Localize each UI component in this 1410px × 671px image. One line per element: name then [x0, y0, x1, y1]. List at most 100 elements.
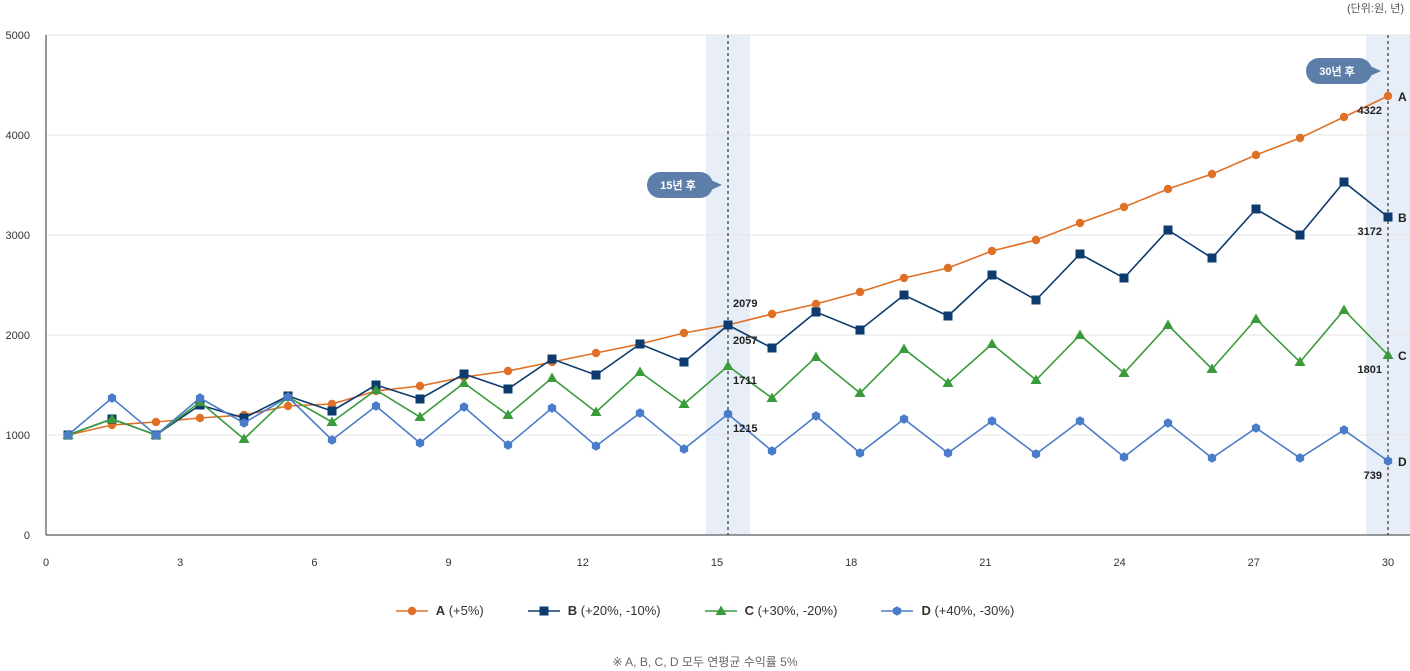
- data-point: [1338, 304, 1350, 314]
- data-point: [634, 366, 646, 376]
- value-labels: A B C D 2079 2057 1711 1215 4322 3172 1801 739: [733, 90, 1407, 482]
- legend-swatch: [704, 605, 737, 615]
- data-point: [503, 384, 513, 394]
- data-point: [1251, 150, 1261, 160]
- data-point: [811, 411, 821, 421]
- data-point: [1207, 253, 1217, 263]
- data-point: [986, 338, 998, 348]
- data-point: [151, 430, 161, 440]
- data-point: [723, 409, 733, 419]
- data-point: [1383, 91, 1393, 101]
- data-point: [502, 409, 514, 419]
- legend-label: C (+30%, -20%): [745, 603, 838, 618]
- data-point: [854, 387, 866, 397]
- data-point: [547, 403, 557, 413]
- value-label: 1215: [733, 423, 757, 435]
- data-point: [987, 270, 997, 280]
- legend-series-desc: (+30%, -20%): [753, 603, 838, 618]
- data-point: [503, 440, 513, 450]
- data-point: [1075, 249, 1085, 259]
- legend-label: B (+20%, -10%): [568, 603, 661, 618]
- value-label: 1711: [733, 375, 757, 387]
- data-point: [459, 402, 469, 412]
- data-point: [635, 408, 645, 418]
- data-point: [459, 369, 469, 379]
- x-tick-label: 9: [446, 557, 452, 569]
- data-point: [1031, 235, 1041, 245]
- data-point: [893, 605, 902, 616]
- unit-label: (단위:원, 년): [1347, 3, 1404, 15]
- data-point: [766, 392, 778, 402]
- data-point: [1075, 218, 1085, 228]
- data-point: [1339, 177, 1349, 187]
- legend-series-desc: (+40%, -30%): [930, 603, 1015, 618]
- data-point: [943, 448, 953, 458]
- x-tick-label: 3: [177, 557, 183, 569]
- data-point: [899, 414, 909, 424]
- data-point: [722, 360, 734, 370]
- x-tick-label: 6: [311, 557, 317, 569]
- data-point: [370, 384, 382, 394]
- data-point: [899, 290, 909, 300]
- data-point: [1031, 295, 1041, 305]
- legend-series-name: C: [744, 603, 754, 618]
- data-point: [106, 413, 118, 423]
- legend-series-desc: (+5%): [445, 603, 484, 618]
- value-label: 2057: [733, 335, 757, 347]
- data-point: [898, 343, 910, 353]
- bubble-text: 30년 후: [1319, 64, 1355, 78]
- data-point: [1383, 456, 1393, 466]
- data-point: [679, 357, 689, 367]
- data-point: [1251, 423, 1261, 433]
- data-point: [1294, 356, 1306, 366]
- bubble-pointer: [1370, 66, 1381, 76]
- data-point: [855, 325, 865, 335]
- data-point: [855, 448, 865, 458]
- footnote: ※ A, B, C, D 모두 연평균 수익률 5%: [612, 655, 798, 669]
- x-tick-label: 21: [979, 557, 991, 569]
- x-tick-label: 15: [711, 557, 723, 569]
- data-point: [811, 299, 821, 309]
- data-point: [1206, 363, 1218, 373]
- data-point: [591, 441, 601, 451]
- legend-series-name: B: [567, 603, 578, 618]
- data-point: [899, 273, 909, 283]
- data-point: [1295, 230, 1305, 240]
- data-point: [283, 401, 293, 411]
- data-point: [1119, 452, 1129, 462]
- data-point: [1383, 212, 1393, 222]
- y-tick-label: 3000: [6, 230, 30, 242]
- data-point: [1119, 202, 1129, 212]
- series-lines: [62, 91, 1394, 466]
- data-point: [1162, 319, 1174, 329]
- data-point: [942, 377, 954, 387]
- data-point: [371, 401, 381, 411]
- data-point: [239, 413, 249, 423]
- data-point: [1295, 133, 1305, 143]
- data-point: [591, 370, 601, 380]
- data-point: [414, 411, 426, 421]
- legend-item-D: D (+40%, -30%): [881, 603, 1014, 618]
- data-point: [1030, 374, 1042, 384]
- data-point: [546, 372, 558, 382]
- data-point: [1207, 169, 1217, 179]
- legend-item-C: C (+30%, -20%): [704, 603, 838, 618]
- legend-series-desc: (+20%, -10%): [577, 603, 661, 618]
- y-tick-label: 4000: [6, 130, 30, 142]
- value-label: 739: [1364, 470, 1382, 482]
- value-label: 3172: [1358, 226, 1382, 238]
- data-point: [1163, 184, 1173, 194]
- data-point: [1074, 329, 1086, 339]
- data-point: [679, 328, 689, 338]
- legend-label: D (+40%, -30%): [921, 603, 1014, 618]
- data-point: [767, 309, 777, 319]
- data-point: [407, 606, 416, 615]
- data-point: [1118, 367, 1130, 377]
- legend-series-name: A: [435, 603, 446, 618]
- data-point: [987, 416, 997, 426]
- series-end-label: A: [1398, 90, 1407, 104]
- data-point: [715, 605, 727, 615]
- data-point: [458, 377, 470, 387]
- data-point: [811, 307, 821, 317]
- bubble-text: 15년 후: [660, 178, 696, 192]
